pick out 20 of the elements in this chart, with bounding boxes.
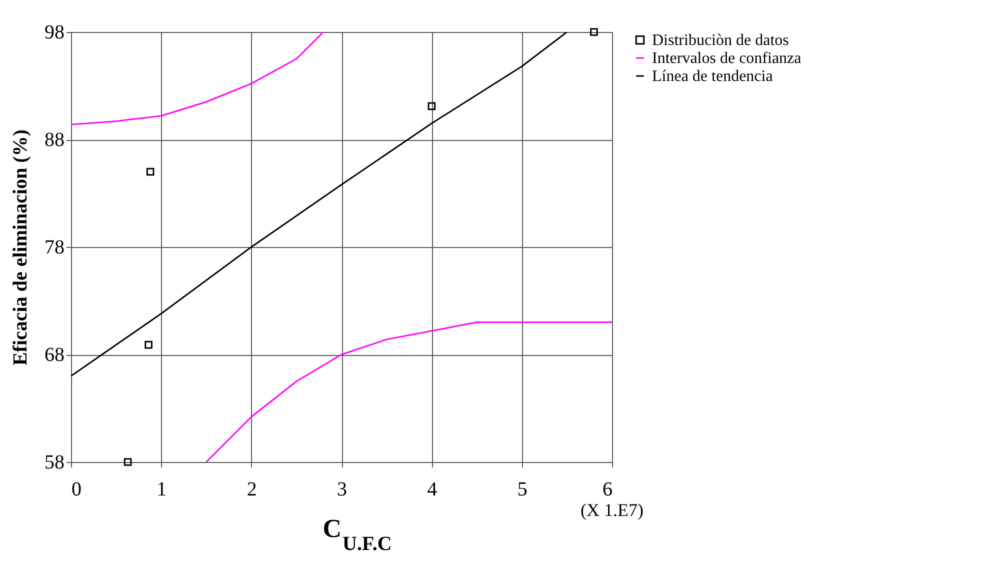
y-tick-label: 98: [44, 22, 64, 44]
x-tick-label: 1: [156, 478, 167, 500]
x-tick-label: 3: [337, 478, 347, 500]
y-axis-title: Eficacia de eliminacion (%): [10, 129, 32, 366]
line-series: [71, 32, 324, 126]
legend-label: Intervalos de confianza: [652, 50, 802, 67]
y-tick-label: 58: [44, 452, 64, 474]
x-tick-label: 4: [427, 478, 438, 500]
y-tick-label: 68: [44, 344, 64, 366]
legend-label: Distribuciòn de datos: [652, 32, 789, 49]
line-series: [206, 322, 612, 462]
line-series: [71, 32, 568, 377]
y-tick-label: 88: [44, 129, 64, 151]
text: (X 1.E7): [580, 500, 644, 520]
y-tick-label: 78: [44, 236, 64, 258]
x-tick-label: 6: [602, 478, 612, 500]
x-tick-label: 5: [517, 478, 528, 500]
x-tick-label: 2: [246, 478, 257, 500]
x-tick-label: 0: [72, 478, 82, 500]
legend-label: Línea de tendencia: [652, 68, 773, 85]
